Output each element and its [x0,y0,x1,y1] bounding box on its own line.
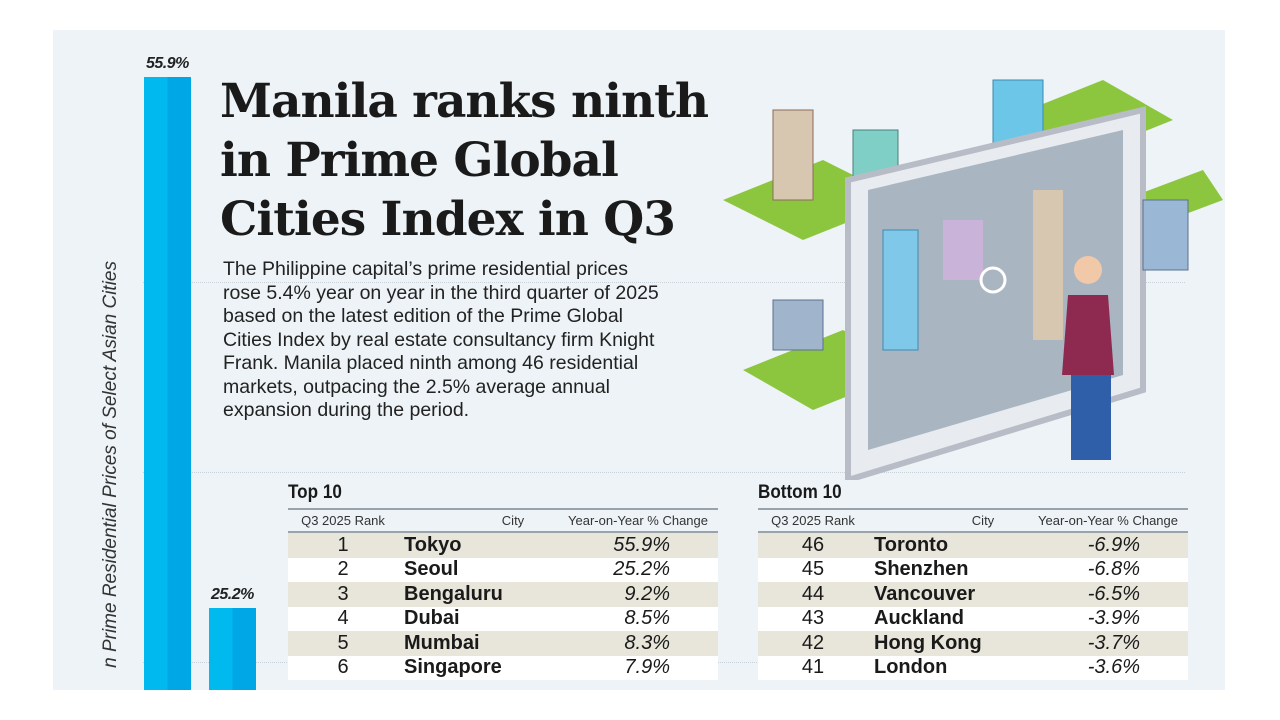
table-row: 45 Shenzhen -6.8% [758,557,1188,582]
y-axis-label: n Prime Residential Prices of Select Asi… [100,261,121,668]
bar-value-label: 25.2% [211,586,254,604]
change-cell: -6.9% [1087,533,1140,556]
city-cell: Auckland [874,607,965,630]
city-cell: Seoul [404,558,459,581]
city-cell: Hong Kong [874,631,982,654]
city-cell: London [874,656,948,679]
bar-value-label: 55.9% [146,55,189,72]
table-row: 44 Vancouver -6.5% [758,582,1188,607]
col-change: Year-on-Year % Change [568,513,708,528]
col-change: Year-on-Year % Change [1038,513,1178,528]
rank-cell: 5 [337,631,349,654]
table-title: Bottom 10 [758,482,842,503]
change-cell: -6.8% [1087,558,1140,581]
gridline [143,282,1185,283]
bar [144,77,191,690]
rank-cell: 45 [801,558,825,581]
col-city: City [971,513,995,528]
city-cell: Vancouver [874,582,976,605]
city-cell: Singapore [404,656,502,679]
change-cell: 7.9% [624,656,670,679]
change-cell: -3.6% [1087,656,1140,679]
table-row: 41 London -3.6% [758,655,1188,680]
change-cell: 8.3% [624,631,670,654]
table-row: 5 Mumbai 8.3% [288,631,718,656]
change-cell: 9.2% [624,582,670,605]
headline: Manila ranks ninth in Prime Global Citie… [220,74,709,247]
bar [209,608,256,690]
table-title: Top 10 [288,482,342,503]
body-text: The Philippine capital’s prime residenti… [223,258,659,421]
city-tablet-illustration [723,79,1223,480]
rank-cell: 41 [801,656,825,679]
city-cell: Tokyo [404,533,462,556]
change-cell: 55.9% [613,533,670,556]
col-city: City [501,513,525,528]
rank-cell: 43 [801,607,825,630]
rank-cell: 4 [337,607,349,630]
rank-cell: 3 [337,582,349,605]
bottom10-table: Bottom 10 Q3 2025 Rank City Year-on-Year… [758,482,1188,680]
city-cell: Toronto [874,533,949,556]
change-cell: 25.2% [613,558,670,581]
table-row: 1 Tokyo 55.9% [288,533,718,558]
change-cell: -3.9% [1087,607,1140,630]
col-rank: Q3 2025 Rank [771,513,855,528]
city-cell: Dubai [404,607,460,630]
table-header: Q3 2025 Rank City Year-on-Year % Change [288,508,718,533]
rank-cell: 42 [801,631,825,654]
rank-cell: 46 [801,533,825,556]
table-row: 2 Seoul 25.2% [288,557,718,582]
table-row: 42 Hong Kong -3.7% [758,631,1188,656]
city-cell: Shenzhen [874,558,969,581]
table-row: 3 Bengaluru 9.2% [288,582,718,607]
rank-cell: 1 [337,533,349,556]
table-row: 46 Toronto -6.9% [758,533,1188,558]
table-row: 6 Singapore 7.9% [288,655,718,680]
city-cell: Mumbai [404,631,480,654]
top10-table: Top 10 Q3 2025 Rank City Year-on-Year % … [288,482,718,680]
table-header: Q3 2025 Rank City Year-on-Year % Change [758,508,1188,533]
infographic: 55.9% 25.2% n Prime Residential Prices of… [53,30,1225,690]
change-cell: 8.5% [624,607,670,630]
city-cell: Bengaluru [404,582,503,605]
rank-cell: 2 [337,558,349,581]
table-row: 4 Dubai 8.5% [288,606,718,631]
col-rank: Q3 2025 Rank [301,513,385,528]
gridline [143,472,1185,473]
table-row: 43 Auckland -3.9% [758,606,1188,631]
change-cell: -3.7% [1087,631,1140,654]
change-cell: -6.5% [1087,582,1140,605]
rank-cell: 44 [801,582,825,605]
rank-cell: 6 [337,656,349,679]
